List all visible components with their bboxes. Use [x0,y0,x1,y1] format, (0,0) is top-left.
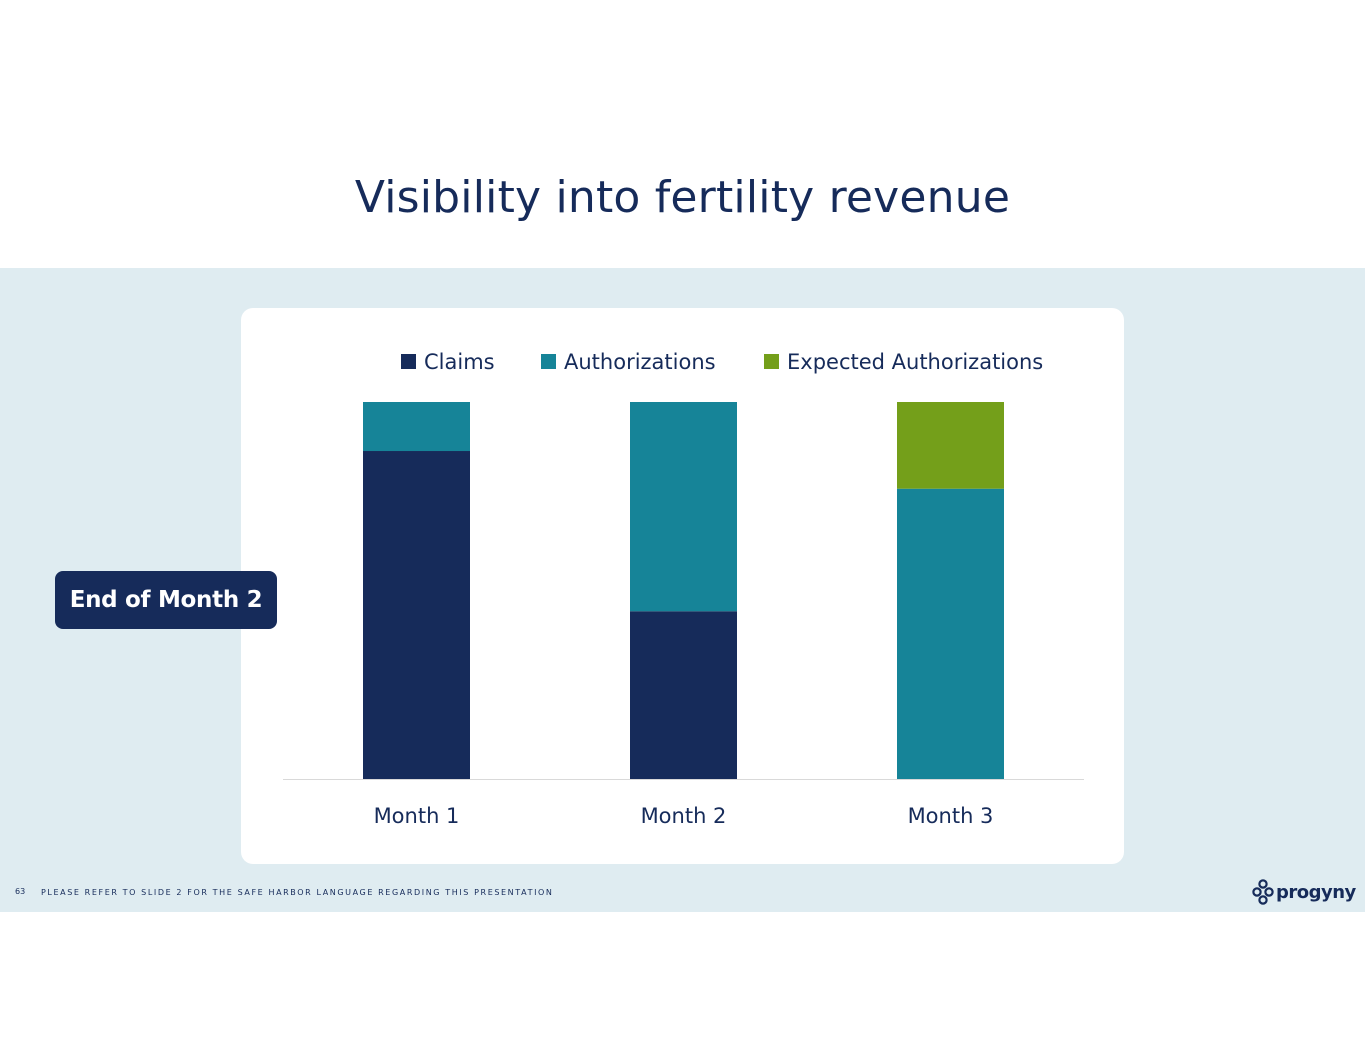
bar-authorizations-month-1 [363,402,470,452]
safe-harbor-footer: PLEASE REFER TO SLIDE 2 FOR THE SAFE HAR… [41,888,554,897]
legend-swatch-expected-authorizations [764,354,779,369]
legend-label-claims: Claims [424,350,495,374]
legend-label-expected-authorizations: Expected Authorizations [787,350,1043,374]
legend-swatch-claims [401,354,416,369]
chart-card: Month 1 Month 2 Month 3 Claims Authorization… [241,308,1124,864]
stacked-bar-chart: Month 1 Month 2 Month 3 Claims Authorization… [283,350,1084,828]
x-tick-label-month-1: Month 1 [374,804,460,828]
month-callout-badge: End of Month 2 [55,571,277,629]
bar-expected-authorizations-month-3 [897,402,1004,489]
x-tick-label-month-2: Month 2 [641,804,727,828]
bar-claims-month-1 [363,451,470,779]
bar-claims-month-2 [630,611,737,779]
legend-label-authorizations: Authorizations [564,350,716,374]
bar-authorizations-month-3 [897,488,1004,779]
progyny-logo-text: progyny [1276,881,1356,903]
progyny-logo: progyny [1252,878,1356,906]
legend-swatch-authorizations [541,354,556,369]
page-number: 63 [15,887,26,896]
slide-title: Visibility into fertility revenue [354,172,1011,223]
x-tick-label-month-3: Month 3 [908,804,994,828]
bar-authorizations-month-2 [630,402,737,612]
progyny-logo-icon [1252,879,1274,905]
